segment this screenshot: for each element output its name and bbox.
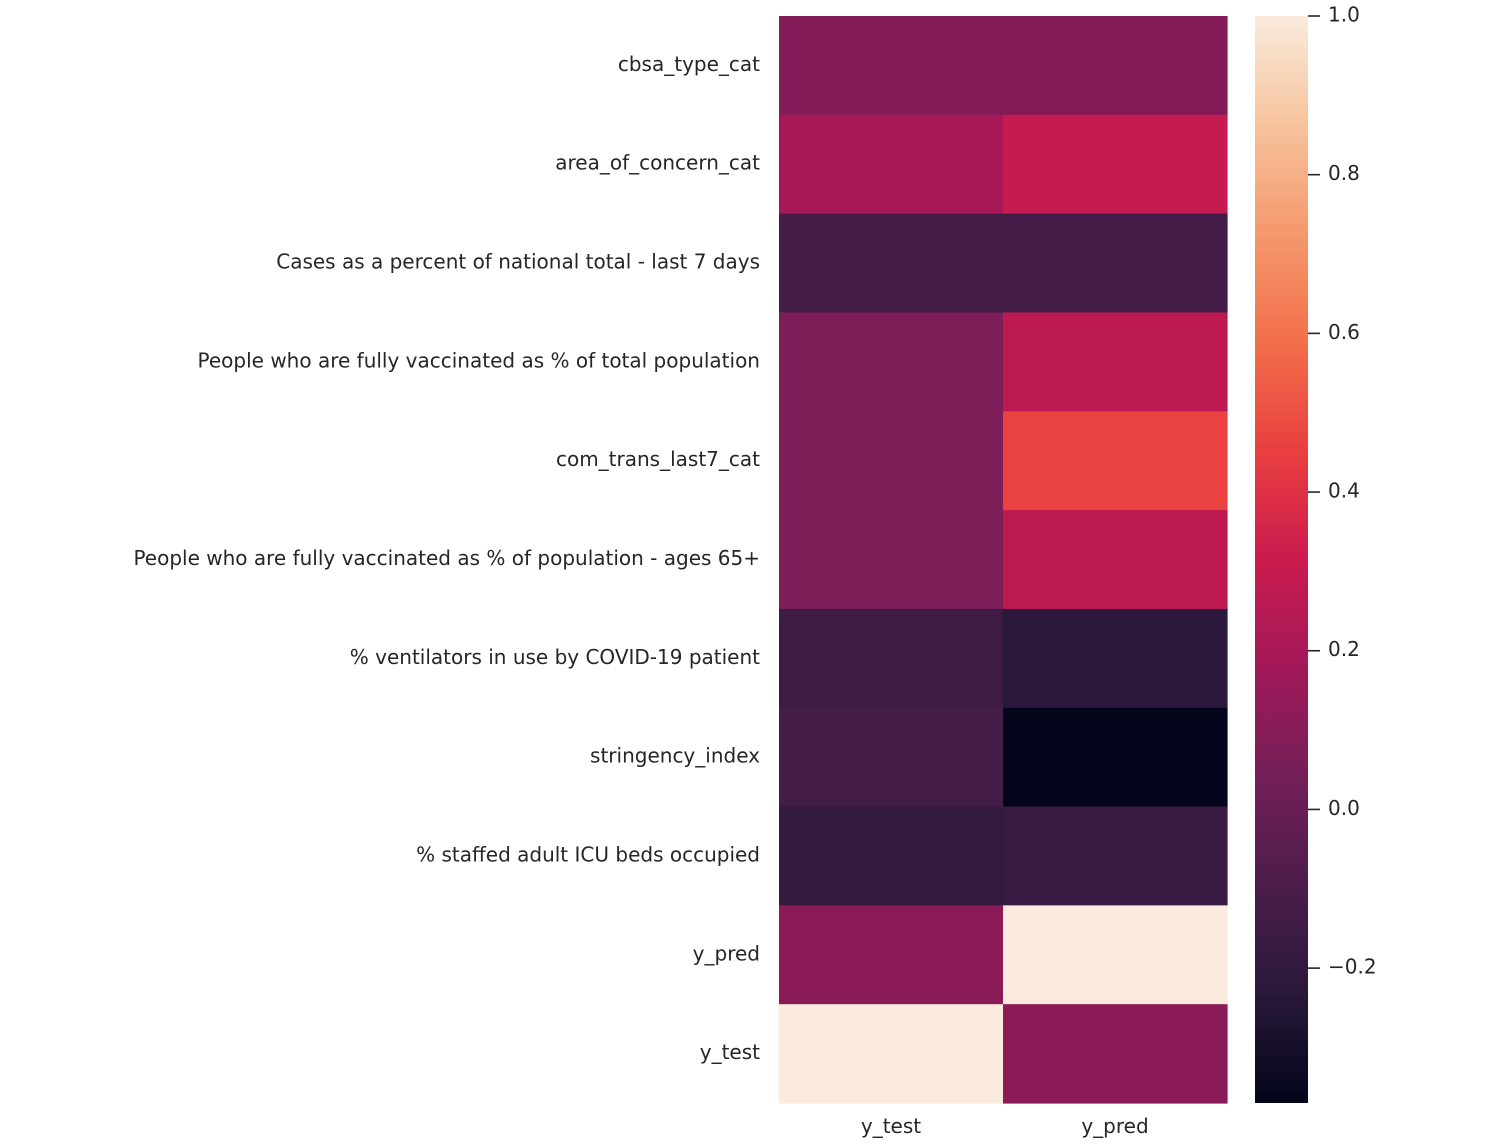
row-label: area_of_concern_cat: [555, 151, 760, 175]
colorbar-tick-label: 0.2: [1328, 637, 1360, 661]
colorbar-ticks: 1.0 0.8 0.6 0.4 0.2 0.0 −0.2: [1308, 3, 1377, 979]
heatmap-cell: [779, 608, 1004, 709]
colorbar-tick-label: −0.2: [1328, 955, 1377, 979]
colorbar-tick-label: 1.0: [1328, 3, 1360, 27]
heatmap-cell: [1003, 312, 1228, 412]
row-label: People who are fully vaccinated as % of …: [133, 546, 760, 570]
heatmap-cell: [1003, 16, 1228, 116]
heatmap-cell: [1003, 707, 1228, 808]
heatmap-cell: [779, 1004, 1004, 1104]
heatmap-cell: [1003, 114, 1228, 215]
row-label: cbsa_type_cat: [618, 52, 760, 76]
heatmap-cell: [1003, 510, 1228, 610]
heatmap-cell: [1003, 806, 1228, 906]
heatmap-cell: [779, 213, 1004, 314]
heatmap-cell: [779, 806, 1004, 906]
row-labels: cbsa_type_cat area_of_concern_cat Cases as…: [133, 52, 760, 1064]
heatmap-cell: [1003, 213, 1228, 314]
colorbar: [1255, 16, 1308, 1103]
row-label: People who are fully vaccinated as % of …: [198, 348, 760, 372]
heatmap-cell: [1003, 1004, 1228, 1104]
colorbar-tick-label: 0.4: [1328, 479, 1360, 503]
row-label: y_pred: [693, 941, 760, 965]
colorbar-gradient: [1255, 16, 1308, 1103]
heatmap-cell: [779, 114, 1004, 215]
row-label: % ventilators in use by COVID-19 patient: [350, 645, 760, 669]
colorbar-tick-label: 0.8: [1328, 161, 1360, 185]
row-label: y_test: [700, 1040, 760, 1064]
heatmap-cells: [779, 16, 1228, 1104]
column-labels: y_test y_pred: [861, 1114, 1149, 1138]
heatmap-cell: [1003, 905, 1228, 1005]
heatmap-cell: [1003, 608, 1228, 709]
heatmap-cell: [779, 707, 1004, 808]
row-label: stringency_index: [590, 744, 760, 768]
colorbar-tick-label: 0.6: [1328, 320, 1360, 344]
row-label: Cases as a percent of national total - l…: [276, 250, 760, 274]
heatmap-cell: [779, 312, 1004, 412]
heatmap-cell: [779, 411, 1004, 511]
row-label: com_trans_last7_cat: [556, 447, 760, 471]
column-label: y_pred: [1081, 1114, 1148, 1138]
heatmap-cell: [779, 905, 1004, 1005]
row-label: % staffed adult ICU beds occupied: [416, 842, 760, 866]
heatmap-cell: [1003, 411, 1228, 511]
colorbar-tick-label: 0.0: [1328, 796, 1360, 820]
column-label: y_test: [861, 1114, 921, 1138]
heatmap-cell: [779, 16, 1004, 116]
heatmap-cell: [779, 510, 1004, 610]
